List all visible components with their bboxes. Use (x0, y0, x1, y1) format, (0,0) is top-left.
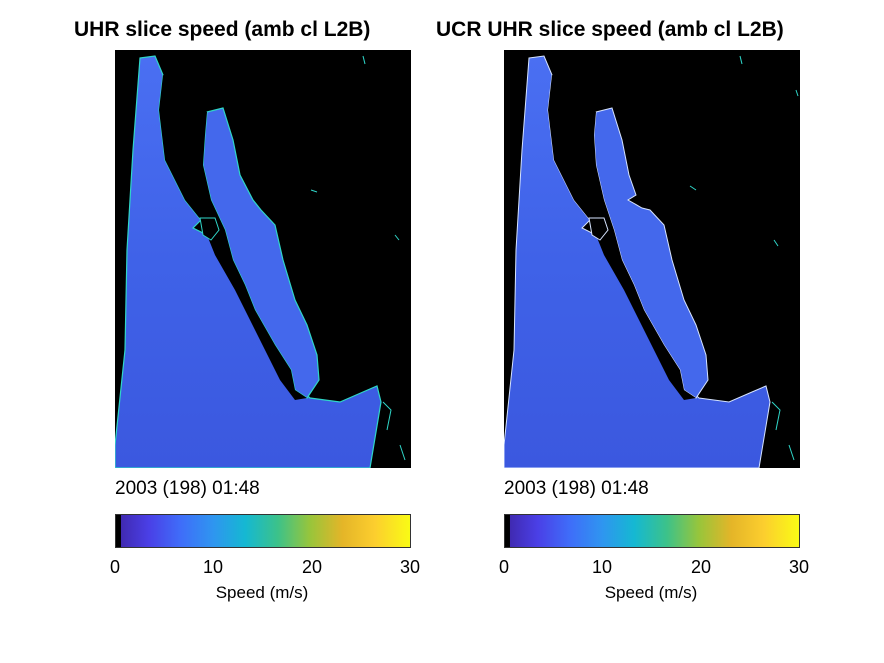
left-timestamp: 2003 (198) 01:48 (115, 478, 260, 499)
right-colorbar-tick-20: 20 (690, 557, 712, 577)
right-colorbar (504, 514, 800, 548)
right-colorbar-tick-0: 0 (498, 557, 510, 577)
right-timestamp: 2003 (198) 01:48 (504, 478, 649, 499)
left-colorbar (115, 514, 411, 548)
right-colorbar-label: Speed (m/s) (604, 583, 698, 602)
right-panel-title: UCR UHR slice speed (amb cl L2B) (436, 18, 784, 41)
left-colorbar-tick-0: 0 (109, 557, 121, 577)
left-colorbar-tick-10: 10 (202, 557, 224, 577)
left-colorbar-label: Speed (m/s) (215, 583, 309, 602)
right-colorbar-gradient (505, 515, 799, 547)
right-speed-map (504, 50, 800, 468)
left-colorbar-gradient (116, 515, 410, 547)
left-speed-map-image (115, 50, 411, 468)
left-colorbar-tick-20: 20 (301, 557, 323, 577)
left-panel-title: UHR slice speed (amb cl L2B) (74, 18, 371, 41)
right-speed-map-image (504, 50, 800, 468)
left-speed-map (115, 50, 411, 468)
right-colorbar-tick-30: 30 (788, 557, 810, 577)
right-colorbar-tick-10: 10 (591, 557, 613, 577)
left-colorbar-tick-30: 30 (399, 557, 421, 577)
